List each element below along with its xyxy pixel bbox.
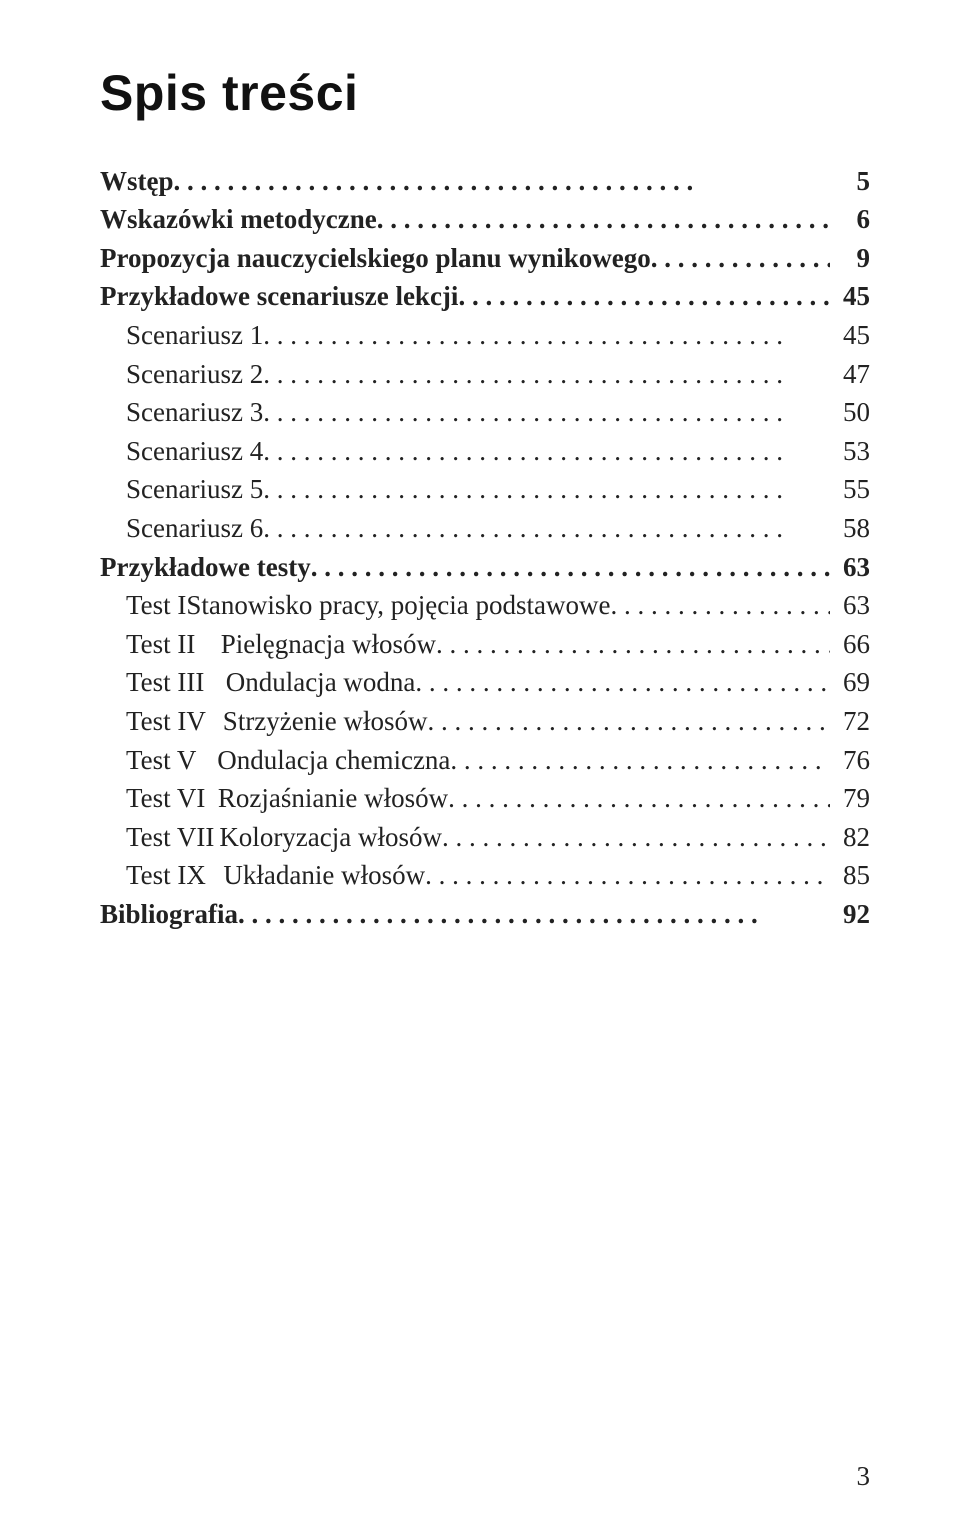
toc-test-number: Test IX: [126, 856, 223, 895]
toc-line: Scenariusz 5 . . . . . . . . . . . . . .…: [100, 470, 870, 509]
toc-page-number: 50: [830, 393, 870, 432]
toc-label: Przykładowe scenariusze lekcji: [100, 277, 458, 316]
toc-label: Układanie włosów: [223, 856, 425, 895]
toc-leader: . . . . . . . . . . . . . . . . . . . . …: [263, 355, 830, 394]
toc-leader: . . . . . . . . . . . . . . . . . . . . …: [174, 162, 831, 201]
toc-label: Rozjaśnianie włosów: [218, 779, 448, 818]
toc-leader: . . . . . . . . . . . . . . . . . . . . …: [436, 625, 830, 664]
toc-line: Test VIIKoloryzacja włosów . . . . . . .…: [100, 818, 870, 857]
toc-page-number: 53: [830, 432, 870, 471]
toc-leader: . . . . . . . . . . . . . . . . . . . . …: [263, 316, 830, 355]
toc-test-number: Test V: [126, 741, 217, 780]
toc-label: Koloryzacja włosów: [219, 818, 442, 857]
toc-leader: . . . . . . . . . . . . . . . . . . . . …: [450, 741, 830, 780]
toc-line: Bibliografia . . . . . . . . . . . . . .…: [100, 895, 870, 934]
toc-label: Scenariusz 4: [126, 432, 263, 471]
toc-page-number: 55: [830, 470, 870, 509]
toc-leader: . . . . . . . . . . . . . . . . . . . . …: [263, 432, 830, 471]
toc-line: Wskazówki metodyczne . . . . . . . . . .…: [100, 200, 870, 239]
toc-line: Przykładowe testy . . . . . . . . . . . …: [100, 548, 870, 587]
toc-line: Test VOndulacja chemiczna . . . . . . . …: [100, 741, 870, 780]
toc-line: Scenariusz 6 . . . . . . . . . . . . . .…: [100, 509, 870, 548]
toc-label: Wskazówki metodyczne: [100, 200, 377, 239]
toc-label: Ondulacja chemiczna: [217, 741, 450, 780]
toc-line: Wstęp . . . . . . . . . . . . . . . . . …: [100, 162, 870, 201]
toc-page-number: 63: [830, 548, 870, 587]
toc-leader: . . . . . . . . . . . . . . . . . . . . …: [651, 239, 830, 278]
toc-line: Test VIRozjaśnianie włosów . . . . . . .…: [100, 779, 870, 818]
toc-leader: . . . . . . . . . . . . . . . . . . . . …: [377, 200, 830, 239]
toc-label: Scenariusz 1: [126, 316, 263, 355]
toc-label: Pielęgnacja włosów: [221, 625, 436, 664]
toc-test-number: Test VI: [126, 779, 218, 818]
toc-page-number: 82: [830, 818, 870, 857]
toc-leader: . . . . . . . . . . . . . . . . . . . . …: [458, 277, 830, 316]
toc-page-number: 47: [830, 355, 870, 394]
toc-leader: . . . . . . . . . . . . . . . . . . . . …: [263, 470, 830, 509]
toc-line: Scenariusz 4 . . . . . . . . . . . . . .…: [100, 432, 870, 471]
toc-label: Stanowisko pracy, pojęcia podstawowe: [186, 586, 610, 625]
toc-line: Test IStanowisko pracy, pojęcia podstawo…: [100, 586, 870, 625]
toc-test-number: Test I: [126, 586, 186, 625]
toc-page-number: 45: [830, 277, 870, 316]
toc-line: Test IVStrzyżenie włosów . . . . . . . .…: [100, 702, 870, 741]
toc-page-number: 76: [830, 741, 870, 780]
toc-line: Scenariusz 2 . . . . . . . . . . . . . .…: [100, 355, 870, 394]
toc-leader: . . . . . . . . . . . . . . . . . . . . …: [415, 663, 830, 702]
page-container: Spis treści Wstęp . . . . . . . . . . . …: [0, 0, 960, 1532]
toc-leader: . . . . . . . . . . . . . . . . . . . . …: [442, 818, 830, 857]
toc-line: Scenariusz 1 . . . . . . . . . . . . . .…: [100, 316, 870, 355]
toc-page-number: 72: [830, 702, 870, 741]
toc-page-number: 63: [830, 586, 870, 625]
toc-page-number: 45: [830, 316, 870, 355]
toc-page-number: 9: [830, 239, 870, 278]
toc-label: Scenariusz 3: [126, 393, 263, 432]
toc-page-number: 92: [830, 895, 870, 934]
toc-page-number: 58: [830, 509, 870, 548]
toc-line: Test IIPielęgnacja włosów . . . . . . . …: [100, 625, 870, 664]
toc-line: Przykładowe scenariusze lekcji . . . . .…: [100, 277, 870, 316]
toc-leader: . . . . . . . . . . . . . . . . . . . . …: [425, 856, 830, 895]
toc-leader: . . . . . . . . . . . . . . . . . . . . …: [611, 586, 831, 625]
toc-test-number: Test III: [126, 663, 226, 702]
toc-test-number: Test II: [126, 625, 221, 664]
toc-label: Propozycja nauczycielskiego planu wyniko…: [100, 239, 651, 278]
toc-line: Test IIIOndulacja wodna . . . . . . . . …: [100, 663, 870, 702]
table-of-contents: Wstęp . . . . . . . . . . . . . . . . . …: [100, 162, 870, 934]
toc-label: Wstęp: [100, 162, 174, 201]
toc-line: Scenariusz 3 . . . . . . . . . . . . . .…: [100, 393, 870, 432]
toc-page-number: 69: [830, 663, 870, 702]
toc-label: Scenariusz 5: [126, 470, 263, 509]
toc-leader: . . . . . . . . . . . . . . . . . . . . …: [238, 895, 830, 934]
page-title: Spis treści: [100, 64, 870, 122]
toc-leader: . . . . . . . . . . . . . . . . . . . . …: [263, 509, 830, 548]
toc-line: Test IXUkładanie włosów . . . . . . . . …: [100, 856, 870, 895]
toc-label: Scenariusz 2: [126, 355, 263, 394]
toc-leader: . . . . . . . . . . . . . . . . . . . . …: [428, 702, 831, 741]
toc-page-number: 85: [830, 856, 870, 895]
toc-page-number: 66: [830, 625, 870, 664]
toc-label: Scenariusz 6: [126, 509, 263, 548]
toc-label: Bibliografia: [100, 895, 238, 934]
toc-line: Propozycja nauczycielskiego planu wyniko…: [100, 239, 870, 278]
page-number: 3: [857, 1461, 871, 1492]
toc-page-number: 6: [830, 200, 870, 239]
toc-page-number: 5: [830, 162, 870, 201]
toc-label: Strzyżenie włosów: [223, 702, 428, 741]
toc-page-number: 79: [830, 779, 870, 818]
toc-label: Ondulacja wodna: [226, 663, 416, 702]
toc-label: Przykładowe testy: [100, 548, 311, 587]
toc-leader: . . . . . . . . . . . . . . . . . . . . …: [448, 779, 830, 818]
toc-test-number: Test IV: [126, 702, 223, 741]
toc-leader: . . . . . . . . . . . . . . . . . . . . …: [263, 393, 830, 432]
toc-test-number: Test VII: [126, 818, 219, 857]
toc-leader: . . . . . . . . . . . . . . . . . . . . …: [311, 548, 830, 587]
